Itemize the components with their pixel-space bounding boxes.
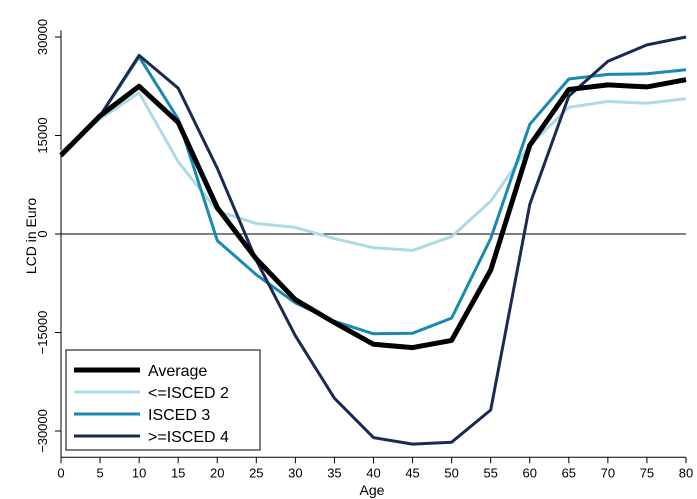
legend-label-2: ISCED 3: [148, 407, 210, 424]
x-tick-label: 40: [366, 465, 380, 480]
series-line-2: [59, 55, 687, 336]
x-tick-label: 15: [171, 465, 185, 480]
x-tick-label: 65: [562, 465, 576, 480]
x-tick-label: 25: [249, 465, 263, 480]
x-tick-label: 75: [640, 465, 654, 480]
x-tick-label: 5: [96, 465, 103, 480]
x-tick-label: 30: [288, 465, 302, 480]
y-tick-label: 0: [35, 230, 50, 237]
y-tick-label: 15000: [35, 117, 50, 153]
x-tick-label: 60: [523, 465, 537, 480]
x-tick-label: 20: [210, 465, 224, 480]
x-axis-title: Age: [360, 482, 385, 498]
legend-label-1: <=ISCED 2: [148, 385, 229, 402]
legend-items: Average <=ISCED 2 ISCED 3 >=ISCED 4: [74, 363, 229, 446]
y-tick-label: 30000: [35, 19, 50, 55]
x-tick-label: 0: [57, 465, 64, 480]
x-tick-label: 55: [483, 465, 497, 480]
series-line-0: [59, 77, 687, 351]
y-tick-label: −30000: [35, 409, 50, 453]
series-layer: [59, 35, 687, 446]
series-line-3: [59, 35, 687, 446]
x-tick-label: 80: [679, 465, 693, 480]
x-tick-label: 10: [132, 465, 146, 480]
series-line-1: [60, 91, 687, 252]
y-ticks: −30000 −15000 0 15000 30000: [35, 19, 61, 453]
legend-label-0: Average: [148, 363, 207, 380]
x-tick-label: 50: [444, 465, 458, 480]
x-ticks: 0 5 10 15 20 25 30 35 40 45 50 55 60 65 70 75 80: [57, 457, 693, 480]
legend-box: [65, 349, 261, 451]
x-tick-label: 45: [405, 465, 419, 480]
legend-label-3: >=ISCED 4: [148, 429, 229, 446]
x-tick-label: 70: [601, 465, 615, 480]
legend: Average <=ISCED 2 ISCED 3 >=ISCED 4: [65, 349, 261, 451]
y-axis-title: LCD in Euro: [23, 198, 39, 274]
y-tick-label: −15000: [35, 311, 50, 355]
x-tick-label: 35: [327, 465, 341, 480]
